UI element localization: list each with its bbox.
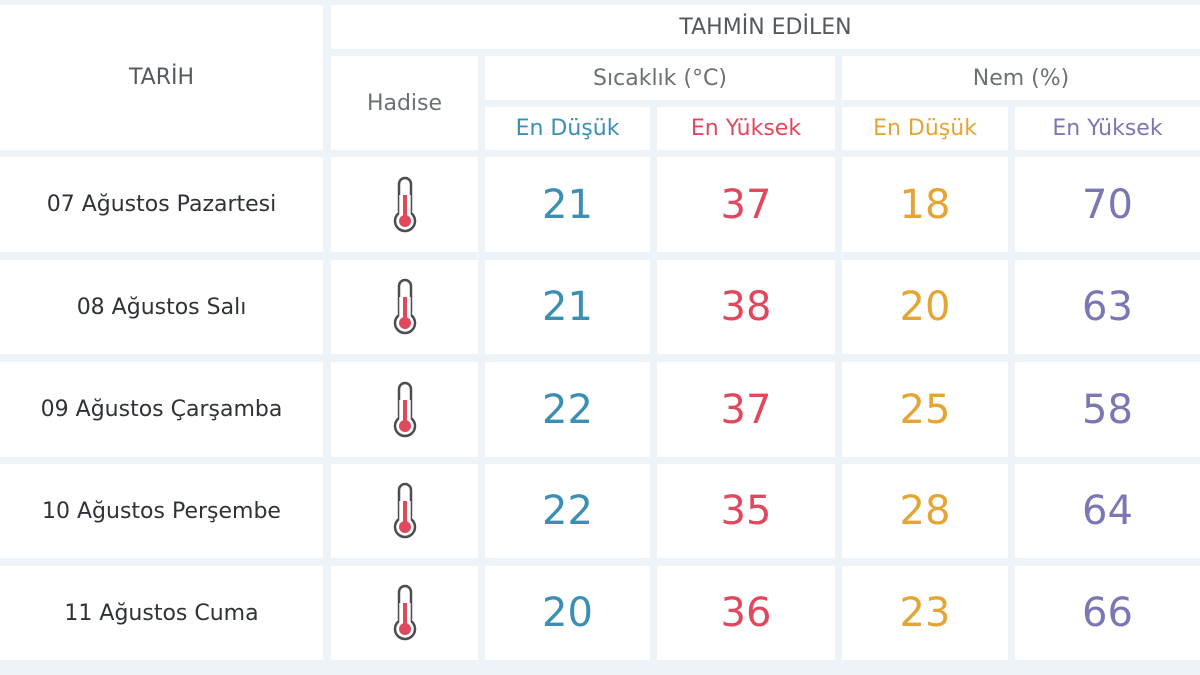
humidity-header: Nem (%) [842,56,1200,100]
temperature-header: Sıcaklık (°C) [485,56,835,100]
humidity-low-value: 23 [842,566,1008,660]
humidity-high-value: 64 [1015,464,1200,558]
temp-low-value: 21 [485,157,650,252]
date-cell: 11 Ağustos Cuma [0,566,323,660]
temp-low-header: En Düşük [485,107,650,150]
humidity-low-value: 18 [842,157,1008,252]
humidity-high-value: 58 [1015,362,1200,457]
temp-low-value: 20 [485,566,650,660]
thermometer-icon [331,157,478,252]
date-cell: 07 Ağustos Pazartesi [0,157,323,252]
humidity-high-value: 66 [1015,566,1200,660]
forecast-header: TAHMİN EDİLEN [331,5,1200,49]
thermometer-icon [331,464,478,558]
temp-high-value: 37 [657,362,835,457]
thermometer-icon [331,566,478,660]
thermometer-icon [331,362,478,457]
temp-high-value: 35 [657,464,835,558]
hadise-header: Hadise [331,56,478,150]
humidity-high-value: 63 [1015,260,1200,354]
thermometer-icon [331,260,478,354]
humidity-high-value: 70 [1015,157,1200,252]
temp-high-header: En Yüksek [657,107,835,150]
date-cell: 09 Ağustos Çarşamba [0,362,323,457]
tarih-header: TARİH [0,5,323,150]
temp-high-value: 36 [657,566,835,660]
temp-low-value: 21 [485,260,650,354]
humidity-low-value: 20 [842,260,1008,354]
temp-low-value: 22 [485,362,650,457]
temp-high-value: 37 [657,157,835,252]
humidity-low-value: 28 [842,464,1008,558]
humidity-low-header: En Düşük [842,107,1008,150]
temp-high-value: 38 [657,260,835,354]
humidity-low-value: 25 [842,362,1008,457]
temp-low-value: 22 [485,464,650,558]
date-cell: 10 Ağustos Perşembe [0,464,323,558]
humidity-high-header: En Yüksek [1015,107,1200,150]
date-cell: 08 Ağustos Salı [0,260,323,354]
